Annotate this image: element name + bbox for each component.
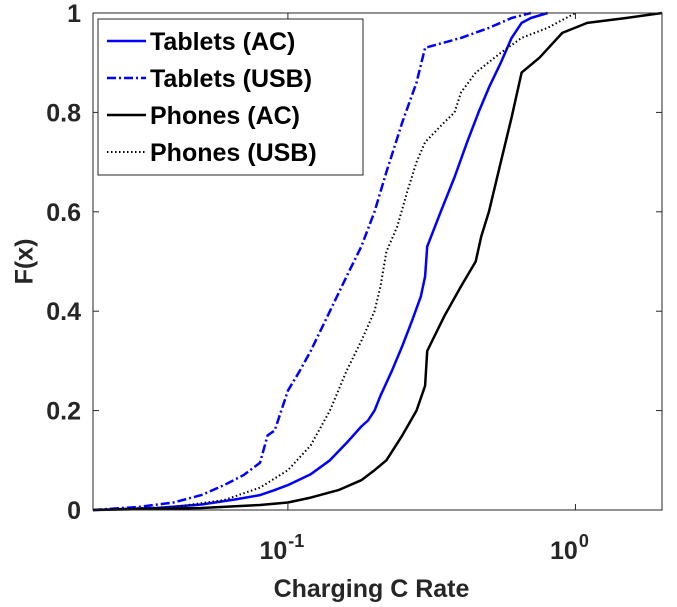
- series-layer: [92, 11, 663, 512]
- x-tick-label-1: 100: [550, 531, 589, 565]
- legend-label-2: Phones (AC): [150, 102, 300, 130]
- y-axis-label: F(x): [11, 239, 39, 285]
- legend: Tablets (AC) Tablets (USB) Phones (AC) Phon…: [97, 18, 364, 176]
- y-tick-label-5: 1: [67, 0, 81, 28]
- legend-box: [97, 18, 364, 176]
- x-axis-label: Charging C Rate: [274, 575, 470, 603]
- y-tick-label-0: 0: [67, 497, 81, 525]
- y-tick-label-2: 0.4: [46, 298, 81, 326]
- y-tick-label-1: 0.2: [46, 398, 81, 426]
- legend-label-1: Tablets (USB): [150, 65, 312, 93]
- y-tick-label-4: 0.8: [46, 99, 81, 127]
- series-line-2: [92, 11, 663, 512]
- plot-frame: [92, 12, 663, 511]
- y-tick-label-3: 0.6: [46, 199, 81, 227]
- x-tick-label-0: 10-1: [259, 531, 304, 565]
- legend-label-0: Tablets (AC): [150, 28, 295, 56]
- legend-label-3: Phones (USB): [150, 139, 317, 167]
- series-line-1: [92, 11, 532, 512]
- ticks-layer: 0 0.2 0.4 0.6 0.8 1 10-1 100: [46, 0, 662, 565]
- series-line-3: [92, 12, 576, 511]
- series-line-0: [92, 11, 548, 512]
